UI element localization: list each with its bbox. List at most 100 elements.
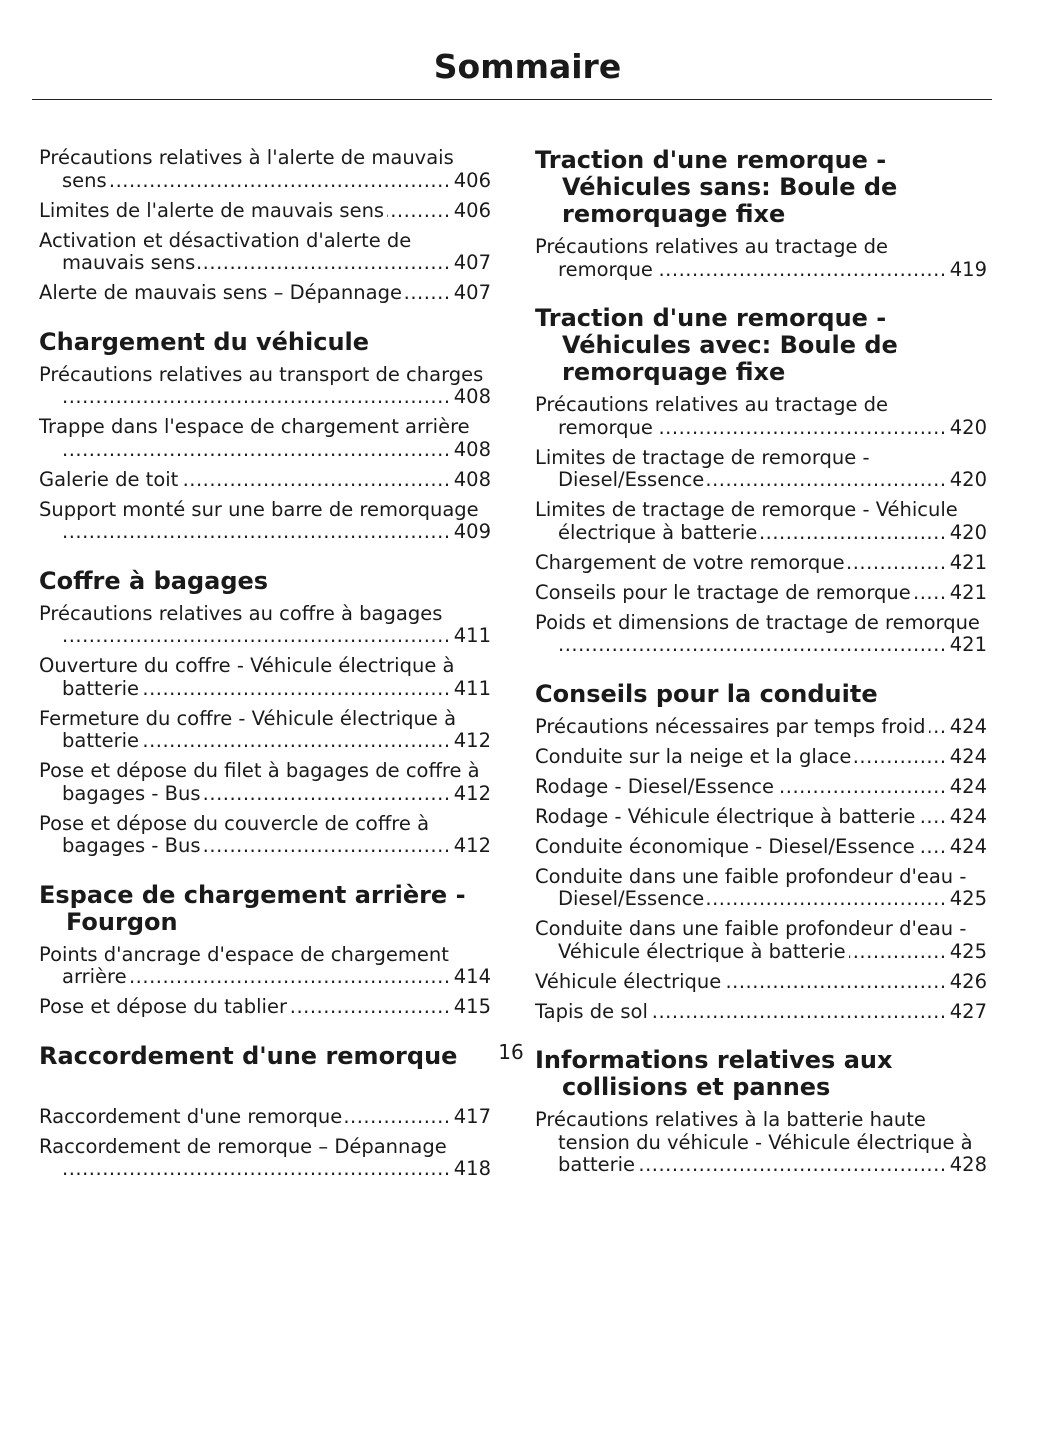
entry-page: 407 bbox=[451, 251, 491, 275]
entry-page: 418 bbox=[451, 1157, 491, 1181]
entry-page: 425 bbox=[947, 939, 987, 963]
entry-page: 428 bbox=[947, 1153, 987, 1177]
toc-entry: Conduite économique - Diesel/Essence 424 bbox=[535, 834, 987, 858]
entry-page: 424 bbox=[947, 834, 987, 858]
entry-page: 415 bbox=[451, 995, 491, 1019]
entry-title: Précautions relatives au coffre à bagage… bbox=[39, 601, 446, 625]
entry-page: 425 bbox=[947, 887, 987, 911]
section-heading: Conseils pour la conduite bbox=[535, 679, 878, 708]
entry-page: 419 bbox=[947, 257, 987, 281]
toc-entry: Alerte de mauvais sens – Dépannage 407 bbox=[39, 281, 491, 305]
entry-title: Conduite sur la neige et la glace bbox=[535, 744, 855, 768]
toc-entry: Précautions relatives à l'alerte de mauv… bbox=[39, 146, 491, 193]
toc-entry: Trappe dans l'espace de chargement arriè… bbox=[39, 415, 491, 462]
toc-entry: Précautions relatives au tractage de rem… bbox=[535, 393, 987, 439]
entry-title: Galerie de toit bbox=[39, 467, 182, 491]
entry-page: 412 bbox=[451, 729, 491, 753]
dot-leader bbox=[62, 386, 491, 409]
entry-page: 414 bbox=[451, 965, 491, 989]
toc-entry: Pose et dépose du filet à bagages de cof… bbox=[39, 759, 491, 805]
entry-page: 412 bbox=[451, 834, 491, 858]
section-heading: Raccordement d'une remorque bbox=[39, 1041, 458, 1070]
entry-page: 421 bbox=[947, 580, 987, 604]
toc-entry: Précautions relatives à la batterie haut… bbox=[535, 1108, 987, 1177]
entry-title: Poids et dimensions de tractage de remor… bbox=[535, 610, 983, 634]
entry-page: 421 bbox=[947, 633, 987, 657]
page-title: Sommaire bbox=[433, 47, 622, 86]
section-heading: Coffre à bagages bbox=[39, 566, 269, 595]
dot-leader bbox=[62, 1158, 491, 1181]
toc-entry: Support monté sur une barre de remorquag… bbox=[39, 497, 491, 544]
toc-entry: Limites de tractage de remorque - Véhicu… bbox=[535, 498, 987, 544]
section-heading: Espace de chargement arrière - Fourgon bbox=[39, 880, 466, 936]
entry-page: 424 bbox=[947, 744, 987, 768]
entry-page: 408 bbox=[451, 467, 491, 491]
entry-title: Véhicule électrique bbox=[535, 969, 725, 993]
section-heading: Traction d'une remorque - Véhicules sans… bbox=[535, 146, 898, 228]
section-heading: Informations relatives aux collisions et… bbox=[535, 1046, 893, 1101]
toc-entry: Conduite sur la neige et la glace 424 bbox=[535, 744, 987, 768]
entry-title: Rodage - Diesel/Essence bbox=[535, 774, 778, 798]
toc-entry: Fermeture du coffre - Véhicule électriqu… bbox=[39, 706, 491, 753]
entry-title: Support monté sur une barre de remorquag… bbox=[39, 497, 482, 521]
dot-leader bbox=[62, 170, 491, 193]
toc-entry: Tapis de sol 427 bbox=[535, 999, 987, 1023]
section-heading: Chargement du véhicule bbox=[39, 327, 370, 356]
entry-title: Chargement de votre remorque bbox=[535, 550, 848, 574]
toc-entry: Galerie de toit 408 bbox=[39, 467, 491, 491]
entry-page: 427 bbox=[947, 999, 987, 1023]
toc-entry: Points d'ancrage d'espace de chargement … bbox=[39, 942, 491, 989]
toc-column: Traction d'une remorque - Véhicules sans… bbox=[535, 147, 987, 1184]
entry-title: Raccordement d'une remorque bbox=[39, 1104, 346, 1128]
entry-title: Rodage - Véhicule électrique à batterie bbox=[535, 804, 919, 828]
entry-page: 420 bbox=[947, 520, 987, 544]
entry-page: 420 bbox=[947, 468, 987, 492]
toc-entry: Conduite dans une faible profondeur d'ea… bbox=[535, 917, 987, 963]
toc-entry: Rodage - Véhicule électrique à batterie 4… bbox=[535, 804, 987, 828]
dot-leader bbox=[62, 521, 491, 544]
entry-page: 417 bbox=[451, 1104, 491, 1128]
entry-page: 406 bbox=[451, 198, 491, 222]
toc-entry: Rodage - Diesel/Essence 424 bbox=[535, 774, 987, 798]
entry-page: 408 bbox=[451, 385, 491, 409]
toc-entry: Chargement de votre remorque 421 bbox=[535, 550, 987, 574]
entry-title: Conduite économique - Diesel/Essence bbox=[535, 834, 918, 858]
toc-entry: Précautions relatives au transport de ch… bbox=[39, 362, 491, 409]
toc-entry: Précautions relatives au coffre à bagage… bbox=[39, 601, 491, 648]
entry-page: 409 bbox=[451, 520, 491, 544]
dot-leader bbox=[62, 439, 491, 462]
title-rule bbox=[32, 99, 992, 100]
toc-entry: Raccordement de remorque – Dépannage418 bbox=[39, 1134, 491, 1181]
entry-title: Limites de tractage de remorque - Diesel… bbox=[535, 445, 870, 491]
toc-column: Précautions relatives à l'alerte de mauv… bbox=[39, 146, 491, 1188]
entry-title: Conseils pour le tractage de remorque bbox=[535, 580, 914, 604]
toc-entry: Véhicule électrique 426 bbox=[535, 969, 987, 993]
entry-title: Pose et dépose du tablier bbox=[39, 995, 290, 1018]
toc-entry: Raccordement d'une remorque 417 bbox=[39, 1104, 491, 1128]
entry-page: 412 bbox=[451, 781, 491, 805]
entry-page: 406 bbox=[451, 168, 491, 192]
dot-leader bbox=[558, 634, 987, 657]
toc-entry: Limites de l'alerte de mauvais sens 406 bbox=[39, 198, 491, 222]
toc-entry: Pose et dépose du couvercle de coffre à … bbox=[39, 811, 491, 858]
toc-entry: Précautions nécessaires par temps froid 4… bbox=[535, 714, 987, 738]
entry-title: Raccordement de remorque – Dépannage bbox=[39, 1134, 450, 1158]
toc-entry: Limites de tractage de remorque - Diesel… bbox=[535, 445, 987, 492]
entry-page: 420 bbox=[947, 415, 987, 439]
entry-title: Trappe dans l'espace de chargement arriè… bbox=[39, 415, 473, 438]
entry-title: Limites de l'alerte de mauvais sens bbox=[39, 198, 388, 222]
entry-page: 426 bbox=[947, 969, 987, 993]
entry-page: 424 bbox=[947, 714, 987, 738]
toc-entry: Poids et dimensions de tractage de remor… bbox=[535, 610, 987, 657]
toc-entry: Précautions relatives au tractage de rem… bbox=[535, 235, 987, 281]
section-heading: Traction d'une remorque - Véhicules avec… bbox=[535, 304, 898, 386]
entry-page: 407 bbox=[451, 281, 491, 305]
entry-title: Tapis de sol bbox=[535, 999, 651, 1023]
toc-entry: Ouverture du coffre - Véhicule électriqu… bbox=[39, 654, 491, 700]
entry-page: 424 bbox=[947, 804, 987, 828]
toc-entry: Activation et désactivation d'alerte de … bbox=[39, 228, 491, 275]
entry-page: 408 bbox=[451, 437, 491, 461]
entry-page: 411 bbox=[451, 676, 491, 700]
entry-title: Précautions nécessaires par temps froid bbox=[535, 714, 929, 738]
